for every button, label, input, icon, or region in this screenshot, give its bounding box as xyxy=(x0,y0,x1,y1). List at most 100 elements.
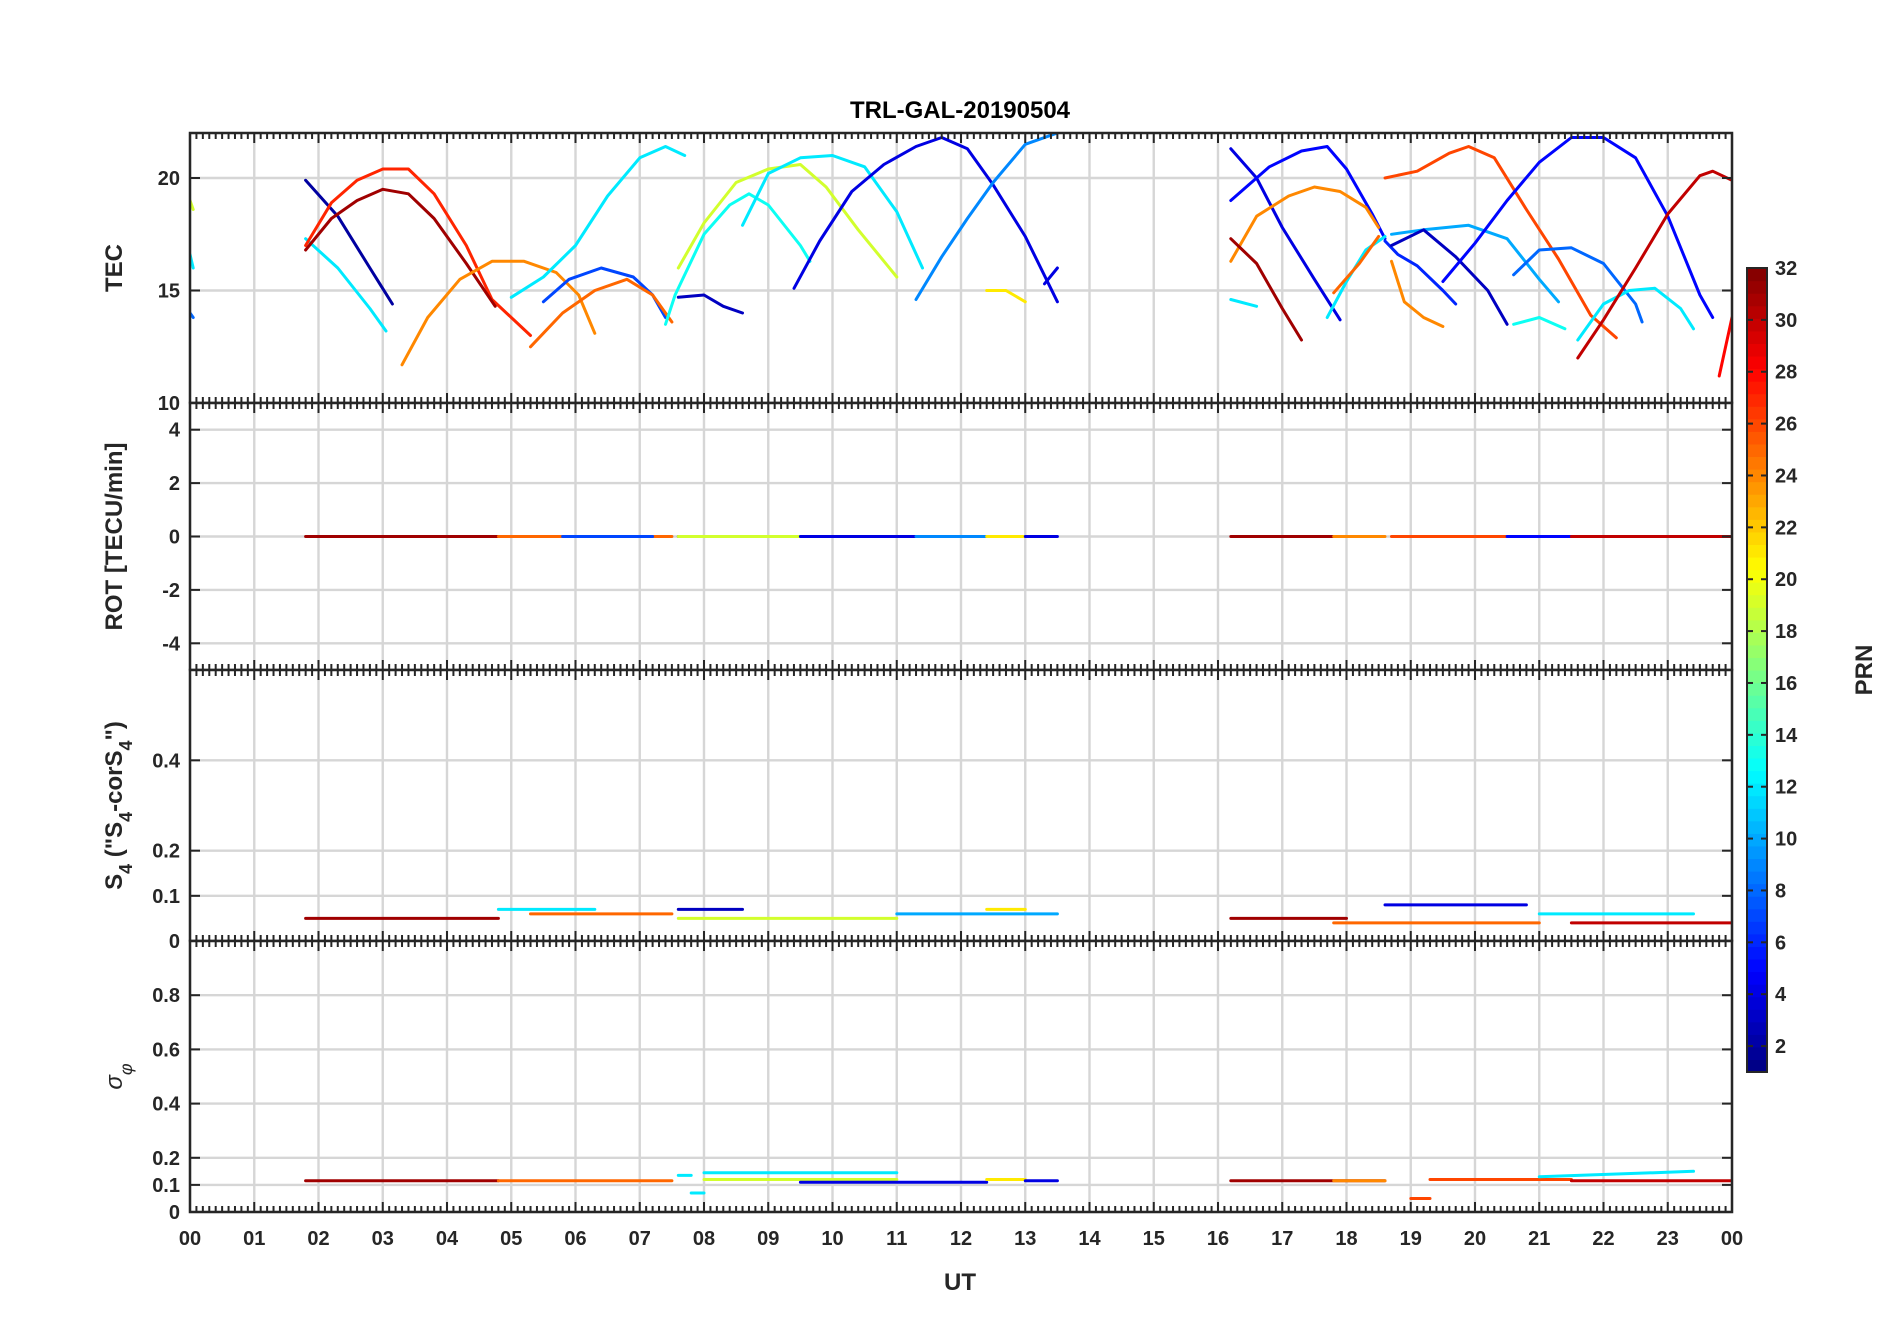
series-tec-prn-24-7 xyxy=(400,259,597,367)
colorbar-segment xyxy=(1747,355,1767,370)
colorbar-segment xyxy=(1747,531,1767,545)
colorbar-tick-label: 8 xyxy=(1775,880,1786,902)
colorbar-tick-label: 16 xyxy=(1775,673,1797,695)
panel-s4: 0 0.1 0.2 0.4 S4 ("S4-corS4") xyxy=(101,668,1734,953)
colorbar-tick-label: 2 xyxy=(1775,1036,1786,1058)
colorbar-segment xyxy=(1747,795,1767,809)
colorbar-segment xyxy=(1747,1021,1767,1035)
x-tick-label: 03 xyxy=(372,1228,394,1250)
colorbar-label: PRN xyxy=(1851,645,1878,696)
colorbar-frame xyxy=(1746,267,1768,1073)
colorbar-tick-label: 20 xyxy=(1775,569,1797,591)
series-tec-prn-5-31 xyxy=(1441,136,1715,319)
colorbar-segment xyxy=(1747,393,1767,407)
colorbar-tick-label: 6 xyxy=(1775,932,1786,954)
y-tick-label-rot: 4 xyxy=(169,420,181,442)
y-tick-label-sigma: 0.8 xyxy=(152,985,180,1007)
colorbar-tick-label: 30 xyxy=(1775,310,1797,332)
x-tick-label: 20 xyxy=(1464,1228,1486,1250)
x-tick-label: 06 xyxy=(564,1228,586,1250)
colorbar-segment xyxy=(1747,343,1767,357)
colorbar-segment xyxy=(1747,745,1767,759)
colorbar-segment xyxy=(1747,619,1767,633)
colorbar-segment xyxy=(1747,381,1767,395)
colorbar-tick-label: 14 xyxy=(1775,725,1798,747)
colorbar-tick-label: 10 xyxy=(1775,829,1797,851)
series-tec-prn-2-3 xyxy=(304,178,394,306)
colorbar-segment xyxy=(1747,481,1767,495)
colorbar-segment xyxy=(1747,883,1767,897)
colorbar-segment xyxy=(1747,318,1767,332)
y-axis-label-rot: ROT [TECU/min] xyxy=(101,443,128,631)
colorbar-segment xyxy=(1747,582,1767,596)
series-sigma-prn-12-13 xyxy=(1537,1169,1695,1179)
colorbar-segment xyxy=(1747,607,1767,621)
colorbar-segment xyxy=(1747,268,1767,282)
colorbar-segment xyxy=(1747,431,1767,445)
y-tick-label-rot: -2 xyxy=(162,580,180,602)
y-tick-label-s4: 0.2 xyxy=(152,841,180,863)
x-tick-label: 09 xyxy=(757,1228,779,1250)
colorbar-segment xyxy=(1747,695,1767,709)
series-tec-prn-4-20 xyxy=(1229,147,1342,322)
x-tick-label: 19 xyxy=(1400,1228,1422,1250)
colorbar-segment xyxy=(1747,933,1767,947)
colorbar-segment xyxy=(1747,720,1767,734)
x-tick-label: 14 xyxy=(1078,1228,1101,1250)
colorbar-segment xyxy=(1747,556,1767,571)
series-tec-prn-27-5 xyxy=(304,167,532,337)
colorbar-segment xyxy=(1747,1059,1767,1073)
series-tec-prn-4-18 xyxy=(1043,266,1059,286)
colorbar-tick-label: 24 xyxy=(1775,465,1798,487)
colorbar-segment xyxy=(1747,820,1767,834)
colorbar-segment xyxy=(1747,984,1767,998)
series-tec-prn-25-25 xyxy=(1332,235,1381,295)
colorbar-segment xyxy=(1747,996,1767,1010)
colorbar-segment xyxy=(1747,770,1767,784)
series-tec-prn-10-29 xyxy=(1390,223,1560,304)
x-tick-label: 10 xyxy=(821,1228,843,1250)
colorbar-tick-label: 32 xyxy=(1775,258,1797,280)
y-tick-label-sigma: 0.1 xyxy=(152,1175,180,1197)
y-tick-label-rot: 0 xyxy=(169,527,180,549)
x-tick-label: 13 xyxy=(1014,1228,1036,1250)
colorbar-segment xyxy=(1747,958,1767,973)
series-tec-prn-12-8 xyxy=(509,145,687,299)
y-tick-label-sigma: 0.2 xyxy=(152,1148,180,1170)
series-tec-prn-28-36 xyxy=(1717,316,1732,378)
colorbar-segment xyxy=(1747,418,1767,432)
y-tick-label-sigma: 0 xyxy=(169,1202,180,1224)
x-tick-label: 05 xyxy=(500,1228,522,1250)
series-tec-prn-25-10 xyxy=(529,277,674,349)
colorbar-segment xyxy=(1747,280,1767,294)
colorbar-tick-label: 28 xyxy=(1775,362,1797,384)
y-tick-label-s4: 0.1 xyxy=(152,886,180,908)
series-tec-prn-9-16 xyxy=(914,133,1059,301)
x-tick-label: 00 xyxy=(1721,1228,1743,1250)
series-group-tec xyxy=(190,133,1732,378)
colorbar-segment xyxy=(1747,757,1767,772)
colorbar-tick-label: 22 xyxy=(1775,517,1797,539)
series-tec-prn-30-35 xyxy=(1576,169,1732,360)
x-tick-label: 12 xyxy=(950,1228,972,1250)
x-tick-label: 16 xyxy=(1207,1228,1229,1250)
colorbar-segment xyxy=(1747,594,1767,608)
colorbar-segment xyxy=(1747,443,1767,458)
series-group-sigma xyxy=(304,1169,1732,1200)
colorbar-segment xyxy=(1747,305,1767,319)
x-tick-label: 15 xyxy=(1143,1228,1165,1250)
series-group-s4 xyxy=(304,903,1732,925)
series-tec-prn-31-6 xyxy=(304,187,497,308)
colorbar-segment xyxy=(1747,971,1767,985)
colorbar-segment xyxy=(1747,368,1767,382)
colorbar-segment xyxy=(1747,293,1767,307)
colorbar-segment xyxy=(1747,519,1767,533)
colorbar-segment xyxy=(1747,946,1767,960)
ticks-rot xyxy=(189,403,1733,670)
colorbar-segment xyxy=(1747,833,1767,847)
series-tec-prn-21-17 xyxy=(985,289,1027,304)
y-tick-label-tec: 20 xyxy=(158,168,180,190)
